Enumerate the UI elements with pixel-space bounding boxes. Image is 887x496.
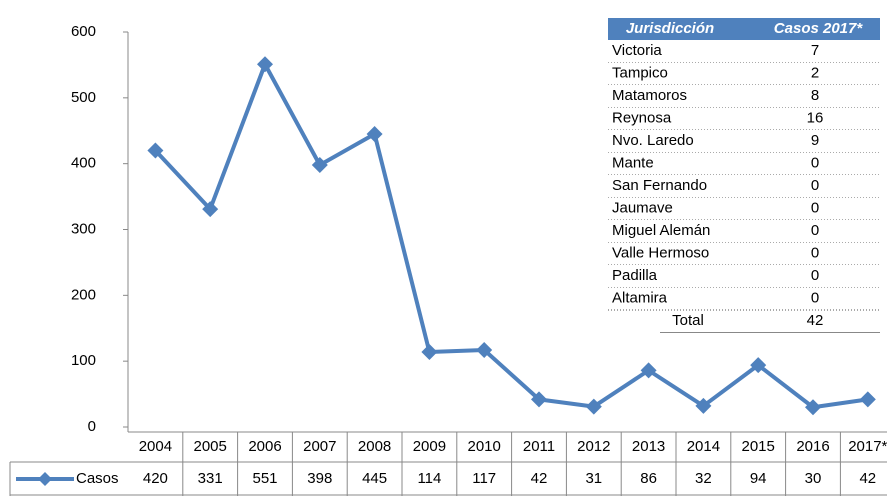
row-value: 0 xyxy=(811,267,819,284)
row-name: Nvo. Laredo xyxy=(612,132,694,149)
point-marker xyxy=(421,343,438,360)
row-value: 0 xyxy=(811,245,819,262)
table-value: 331 xyxy=(198,470,223,487)
table-value: 398 xyxy=(307,470,332,487)
row-value: 0 xyxy=(811,222,819,239)
x-tick-label: 2011 xyxy=(523,438,555,455)
row-name: Tampico xyxy=(612,65,668,82)
row-name: San Fernando xyxy=(612,177,707,194)
total-value: 42 xyxy=(807,312,824,329)
y-tick-label: 100 xyxy=(71,352,96,369)
point-marker xyxy=(750,357,767,374)
point-marker xyxy=(311,156,328,173)
row-name: Valle Hermoso xyxy=(612,245,709,262)
row-name: Altamira xyxy=(612,290,668,307)
x-tick-label: 2016 xyxy=(796,438,829,455)
table-value: 86 xyxy=(640,470,657,487)
table-row-bg xyxy=(608,62,880,85)
x-tick-label: 2009 xyxy=(413,438,446,455)
row-value: 0 xyxy=(811,200,819,217)
series-line xyxy=(153,62,869,410)
x-tick-label: 2008 xyxy=(358,438,391,455)
row-name: Padilla xyxy=(612,267,658,284)
x-tick-label: 2010 xyxy=(468,438,501,455)
table-value: 42 xyxy=(531,470,548,487)
x-tick-label: 2013 xyxy=(632,438,665,455)
y-tick-label: 400 xyxy=(71,155,96,172)
table-value: 42 xyxy=(859,470,876,487)
point-marker xyxy=(640,362,657,379)
table-value: 94 xyxy=(750,470,767,487)
table-row-bg xyxy=(608,220,880,243)
table-header-bg xyxy=(608,18,880,40)
y-tick-label: 300 xyxy=(71,220,96,237)
row-value: 7 xyxy=(811,42,819,59)
table-row-bg xyxy=(608,287,880,310)
row-name: Victoria xyxy=(612,42,662,59)
x-tick-label: 2004 xyxy=(139,438,172,455)
x-tick-label: 2012 xyxy=(577,438,610,455)
point-marker xyxy=(859,391,876,408)
row-name: Reynosa xyxy=(612,110,672,127)
table-row-bg xyxy=(608,107,880,130)
row-value: 0 xyxy=(811,155,819,172)
point-marker xyxy=(531,391,547,408)
row-value: 9 xyxy=(811,132,819,149)
table-value: 117 xyxy=(472,470,496,487)
point-marker xyxy=(585,398,602,415)
table-row-bg xyxy=(608,40,880,63)
point-marker xyxy=(202,201,219,218)
row-name: Matamoros xyxy=(612,87,687,104)
x-tick-label: 2014 xyxy=(687,438,720,455)
table-value: 31 xyxy=(585,470,602,487)
table-row-bg xyxy=(608,242,880,265)
x-tick-label: 2017* xyxy=(848,438,887,455)
table-value: 551 xyxy=(252,470,277,487)
point-marker xyxy=(366,126,383,143)
row-value: 16 xyxy=(807,110,824,127)
x-tick-label: 2006 xyxy=(248,438,281,455)
y-tick-label: 0 xyxy=(88,418,96,435)
point-marker xyxy=(805,399,821,416)
table-row-bg xyxy=(608,152,880,175)
table-header: Casos 2017* xyxy=(774,20,864,37)
x-tick-label: 2015 xyxy=(742,438,775,455)
legend-label: Casos xyxy=(76,470,119,487)
row-value: 2 xyxy=(811,65,819,82)
row-value: 0 xyxy=(811,177,819,194)
x-tick-label: 2005 xyxy=(194,438,227,455)
row-name: Miguel Alemán xyxy=(612,222,710,239)
y-tick-label: 200 xyxy=(71,286,96,303)
table-value: 114 xyxy=(417,470,441,487)
table-row-bg xyxy=(608,130,880,153)
table-row-bg xyxy=(608,197,880,220)
table-header: Jurisdicción xyxy=(626,20,714,37)
x-tick-label: 2007 xyxy=(303,438,336,455)
table-row-bg xyxy=(608,265,880,288)
table-value: 30 xyxy=(805,470,822,487)
table-row-bg xyxy=(608,175,880,198)
y-tick-label: 600 xyxy=(71,23,96,40)
table-value: 445 xyxy=(362,470,387,487)
row-value: 8 xyxy=(811,87,819,104)
point-marker xyxy=(147,142,164,159)
point-marker xyxy=(257,56,273,73)
table-value: 32 xyxy=(695,470,712,487)
table-value: 420 xyxy=(143,470,168,487)
legend-marker xyxy=(38,472,52,486)
row-value: 0 xyxy=(811,290,819,307)
point-marker xyxy=(476,341,493,358)
row-name: Mante xyxy=(612,155,654,172)
point-marker xyxy=(695,397,712,414)
y-tick-label: 500 xyxy=(71,89,96,106)
table-row-bg xyxy=(608,85,880,108)
total-name: Total xyxy=(672,312,704,329)
row-name: Jaumave xyxy=(612,200,673,217)
